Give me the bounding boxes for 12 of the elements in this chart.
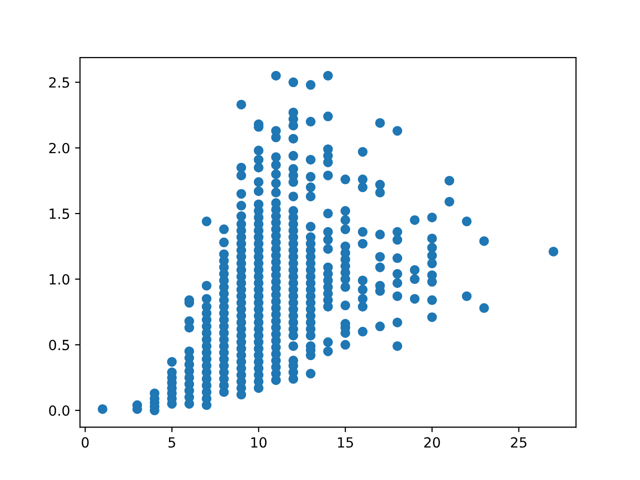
- x-tick-label: 25: [510, 437, 526, 448]
- x-tick-label: 15: [338, 437, 353, 448]
- y-tick-label: 1.0: [50, 274, 70, 285]
- y-tick-label: 1.5: [50, 208, 70, 219]
- x-tick-label: 0: [82, 437, 89, 448]
- y-tick-label: 0.0: [49, 405, 70, 416]
- x-tick-label: 10: [251, 437, 267, 448]
- x-tick-label: 20: [424, 437, 440, 448]
- y-tick-label: 2.5: [49, 77, 70, 88]
- x-tick-label: 5: [168, 437, 176, 448]
- y-tick-label: 0.5: [49, 340, 70, 350]
- y-tick-label: 2.0: [49, 142, 70, 154]
